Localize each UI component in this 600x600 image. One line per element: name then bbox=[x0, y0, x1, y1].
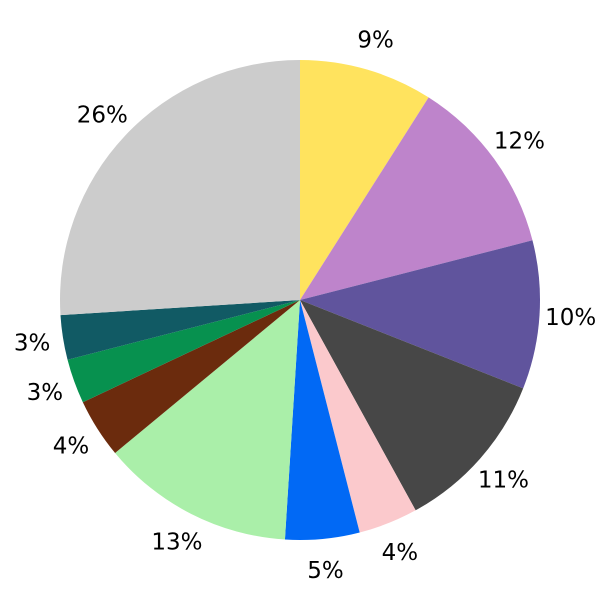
pie-slice-label-8: 3% bbox=[27, 380, 64, 406]
pie-slice-5 bbox=[284, 300, 360, 541]
pie-slice-label-1: 12% bbox=[494, 129, 545, 155]
pie-slice-label-4: 4% bbox=[382, 540, 419, 566]
pie-slice-3 bbox=[300, 300, 524, 511]
pie-slice-0 bbox=[300, 60, 429, 300]
pie-slice-label-6: 13% bbox=[151, 530, 202, 556]
pie-slice-label-7: 4% bbox=[53, 433, 90, 459]
pie-slice-9 bbox=[60, 300, 300, 360]
pie-slice-label-0: 9% bbox=[357, 28, 394, 54]
pie-slice-2 bbox=[300, 240, 541, 389]
pie-slice-label-9: 3% bbox=[14, 330, 51, 356]
pie-slice-label-10: 26% bbox=[77, 102, 128, 128]
pie-slices-group bbox=[59, 59, 541, 541]
pie-slice-6 bbox=[115, 300, 300, 540]
pie-slice-10 bbox=[59, 59, 300, 316]
pie-labels-group: 9% 12% 10% 11% 4% 5% 13% 4% 3% 3% 26% bbox=[14, 28, 596, 584]
pie-slice-label-3: 11% bbox=[478, 467, 529, 493]
pie-slice-4 bbox=[300, 300, 416, 533]
pie-slice-7 bbox=[82, 300, 300, 453]
pie-slice-label-2: 10% bbox=[545, 305, 596, 331]
pie-slice-label-5: 5% bbox=[307, 558, 344, 584]
pie-slice-1 bbox=[300, 97, 533, 300]
pie-slice-8 bbox=[67, 300, 300, 403]
